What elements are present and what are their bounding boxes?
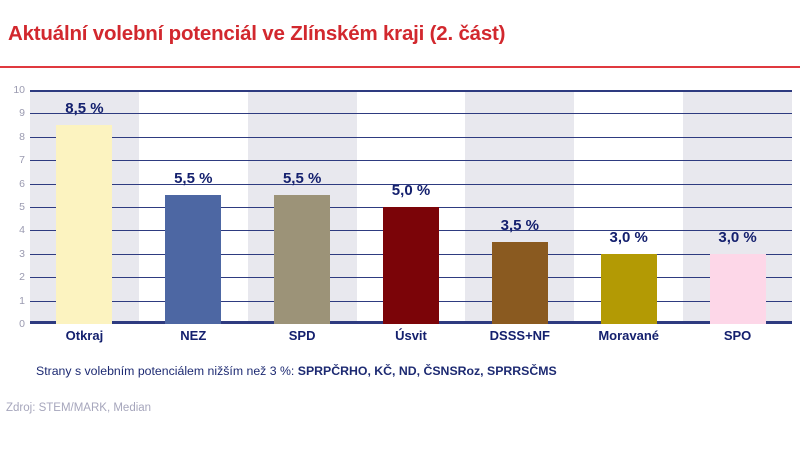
y-axis-tick-label: 0 — [19, 318, 25, 330]
bar-value-label: 5,5 % — [282, 170, 322, 188]
y-axis-tick-label: 2 — [19, 271, 25, 284]
bar-group: 3,0 % — [683, 90, 792, 324]
y-axis-labels: 0 1 2 3 4 5 6 7 8 9 10 — [0, 84, 30, 330]
source-note: Zdroj: STEM/MARK, Median — [6, 402, 152, 414]
bar — [491, 242, 548, 324]
bar-value-label: 3,5 % — [500, 217, 540, 235]
plot-area: 8,5 % 5,5 % 5,5 % 5,0 % 3,5 % 3,0 % 3,0 % — [30, 90, 792, 324]
gridline — [30, 90, 792, 92]
bars-layer: 8,5 % 5,5 % 5,5 % 5,0 % 3,5 % 3,0 % 3,0 % — [30, 90, 792, 324]
bar-group: 5,0 % — [357, 90, 466, 324]
bar — [382, 207, 439, 324]
y-axis-tick-label: 8 — [19, 130, 25, 143]
y-axis-tick-label: 7 — [19, 154, 25, 167]
bar — [56, 125, 113, 324]
y-axis-tick-label: 10 — [13, 84, 25, 96]
y-axis-tick-label: 3 — [19, 247, 25, 260]
x-axis-category-label: Moravané — [598, 328, 660, 343]
y-axis-tick-label: 9 — [19, 107, 25, 120]
bar-value-label: 5,5 % — [174, 170, 213, 188]
y-axis-tick-label: 5 — [19, 201, 25, 213]
page-title: Aktuální volební potenciál ve Zlínském k… — [8, 22, 506, 45]
bar — [600, 253, 657, 324]
footnote: Strany s volebním potenciálem nižším než… — [36, 364, 557, 378]
bar-group: 5,5 % — [139, 90, 248, 324]
bar — [165, 195, 222, 324]
x-axis-category-label: Otkraj — [65, 328, 104, 343]
x-axis-category-label: NEZ — [180, 328, 207, 343]
bar — [709, 253, 766, 324]
gridline — [30, 136, 792, 138]
bar — [274, 195, 331, 324]
bar-group: 3,5 % — [465, 90, 574, 324]
bar-group: 5,5 % — [248, 90, 357, 324]
bar-group: 3,0 % — [574, 90, 683, 324]
x-axis-category-label: DSSS+NF — [489, 328, 550, 343]
y-axis-tick-label: 6 — [19, 177, 25, 190]
bar-value-label: 8,5 % — [65, 100, 104, 118]
x-axis-category-label: SPO — [723, 328, 752, 343]
footnote-prefix: Strany s volebním potenciálem nižším než… — [36, 364, 298, 378]
bar-value-label: 5,0 % — [391, 182, 431, 199]
bar-value-label: 3,0 % — [718, 228, 757, 246]
footnote-parties: SPRPČRHO, KČ, ND, ČSNSRoz, SPRRSČMS — [297, 364, 557, 378]
y-axis-tick-label: 4 — [19, 224, 25, 237]
gridline — [30, 113, 792, 115]
gridline — [30, 160, 792, 162]
y-axis-tick-label: 1 — [19, 294, 25, 307]
title-divider — [0, 66, 800, 68]
x-axis-category-label: Úsvit — [395, 328, 427, 343]
bar-value-label: 3,0 % — [609, 228, 648, 246]
bar-group: 8,5 % — [30, 90, 139, 324]
x-axis-labels: Otkraj NEZ SPD Úsvit DSSS+NF Moravané SPO — [30, 328, 792, 350]
gridline — [30, 183, 792, 185]
x-axis-category-label: SPD — [288, 328, 316, 343]
